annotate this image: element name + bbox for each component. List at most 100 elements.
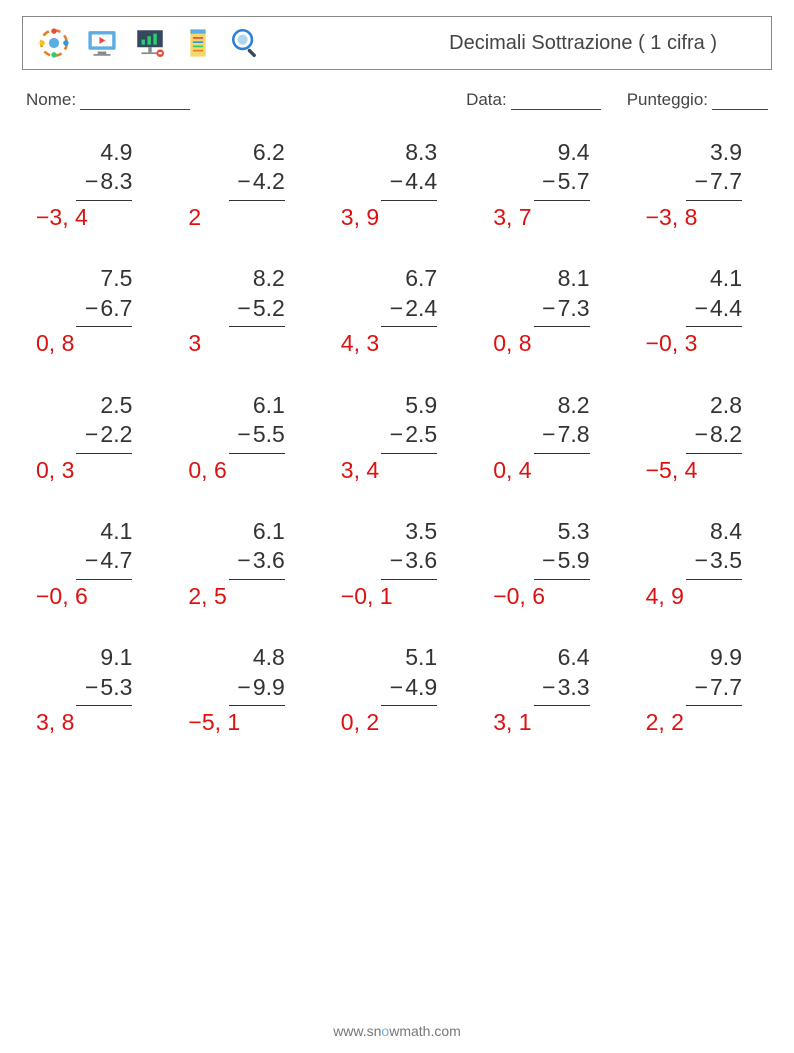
rule-line [534, 453, 590, 454]
subtrahend-row: −3.5 [695, 546, 742, 575]
rule-line [76, 705, 132, 706]
problem: 4.1−4.7 −0, 6 [34, 517, 150, 611]
answer: −0, 6 [34, 582, 150, 611]
minuend: 2.5 [100, 391, 132, 420]
problem: 2.8−8.2−5, 4 [644, 391, 760, 485]
rule-line [229, 453, 285, 454]
rule-line [229, 326, 285, 327]
problem: 6.2−4.22 [186, 138, 302, 232]
problem: 8.3−4.43, 9 [339, 138, 455, 232]
date-label: Data: [466, 90, 507, 110]
minuend: 6.2 [253, 138, 285, 167]
problem: 8.4−3.5 4, 9 [644, 517, 760, 611]
subtrahend: 5.9 [558, 546, 590, 575]
subtrahend-row: −5.3 [85, 673, 132, 702]
subtrahend: 2.4 [405, 294, 437, 323]
header-box: Decimali Sottrazione ( 1 cifra ) [22, 16, 772, 70]
subtrahend-row: −4.9 [390, 673, 437, 702]
problem: 5.9−2.53, 4 [339, 391, 455, 485]
problem: 8.2−7.80, 4 [491, 391, 607, 485]
subtrahend: 3.6 [253, 546, 285, 575]
problem: 2.5−2.20, 3 [34, 391, 150, 485]
answer: −0, 6 [491, 582, 607, 611]
minuend: 6.4 [558, 643, 590, 672]
date-blank [511, 92, 601, 110]
minuend: 4.1 [100, 517, 132, 546]
minuend: 8.4 [710, 517, 742, 546]
minus-sign: − [390, 167, 403, 196]
answer: 3 [186, 329, 302, 358]
minuend: 5.9 [405, 391, 437, 420]
problems-grid: 4.9−8.3−3, 46.2−4.228.3−4.43, 99.4−5.73,… [22, 138, 772, 738]
minus-sign: − [85, 546, 98, 575]
subtrahend-row: −7.3 [542, 294, 589, 323]
minus-sign: − [542, 167, 555, 196]
minuend: 6.1 [253, 517, 285, 546]
score-label: Punteggio: [627, 90, 708, 110]
minus-sign: − [695, 673, 708, 702]
subtrahend: 2.5 [405, 420, 437, 449]
rule-line [686, 200, 742, 201]
subtrahend: 7.3 [558, 294, 590, 323]
problem: 4.9−8.3−3, 4 [34, 138, 150, 232]
subtrahend: 3.6 [405, 546, 437, 575]
minuend: 7.5 [100, 264, 132, 293]
answer: 0, 6 [186, 456, 302, 485]
problem: 5.1−4.90, 2 [339, 643, 455, 737]
minus-sign: − [542, 673, 555, 702]
answer: −5, 4 [644, 456, 760, 485]
rule-line [381, 326, 437, 327]
rule-line [686, 705, 742, 706]
subtrahend: 9.9 [253, 673, 285, 702]
footer-text-prefix: www.sn [333, 1023, 381, 1039]
answer: 2, 2 [644, 708, 760, 737]
subtrahend: 4.4 [710, 294, 742, 323]
minus-sign: − [695, 546, 708, 575]
minuend: 9.4 [558, 138, 590, 167]
answer: −5, 1 [186, 708, 302, 737]
minuend: 8.2 [253, 264, 285, 293]
problem: 8.1−7.30, 8 [491, 264, 607, 358]
minus-sign: − [237, 167, 250, 196]
subtrahend: 7.8 [558, 420, 590, 449]
subtrahend-row: −8.3 [85, 167, 132, 196]
name-label: Nome: [26, 90, 76, 110]
answer: 3, 8 [34, 708, 150, 737]
subtrahend: 3.3 [558, 673, 590, 702]
rule-line [229, 705, 285, 706]
meta-row: Nome: Data: Punteggio: [26, 90, 768, 110]
subtrahend: 5.7 [558, 167, 590, 196]
subtrahend-row: −7.7 [695, 673, 742, 702]
name-blank [80, 92, 190, 110]
answer: 0, 3 [34, 456, 150, 485]
video-monitor-icon [85, 26, 119, 60]
problem: 7.5−6.70, 8 [34, 264, 150, 358]
minus-sign: − [237, 420, 250, 449]
rule-line [76, 453, 132, 454]
score-blank [712, 92, 768, 110]
minuend: 4.8 [253, 643, 285, 672]
subtrahend-row: −5.7 [542, 167, 589, 196]
minuend: 6.1 [253, 391, 285, 420]
presentation-chart-icon [133, 26, 167, 60]
minus-sign: − [695, 167, 708, 196]
problem: 6.4−3.33, 1 [491, 643, 607, 737]
minus-sign: − [390, 420, 403, 449]
rule-line [229, 200, 285, 201]
subtrahend: 4.7 [100, 546, 132, 575]
answer: 2 [186, 203, 302, 232]
minuend: 2.8 [710, 391, 742, 420]
subtrahend-row: −2.5 [390, 420, 437, 449]
problem: 3.5−3.6−0, 1 [339, 517, 455, 611]
answer: 3, 7 [491, 203, 607, 232]
rule-line [686, 326, 742, 327]
rule-line [229, 579, 285, 580]
minus-sign: − [237, 673, 250, 702]
minuend: 8.1 [558, 264, 590, 293]
magnifier-icon [229, 26, 263, 60]
problem: 6.1−5.50, 6 [186, 391, 302, 485]
rule-line [381, 453, 437, 454]
minuend: 3.5 [405, 517, 437, 546]
minus-sign: − [390, 294, 403, 323]
answer: 4, 9 [644, 582, 760, 611]
